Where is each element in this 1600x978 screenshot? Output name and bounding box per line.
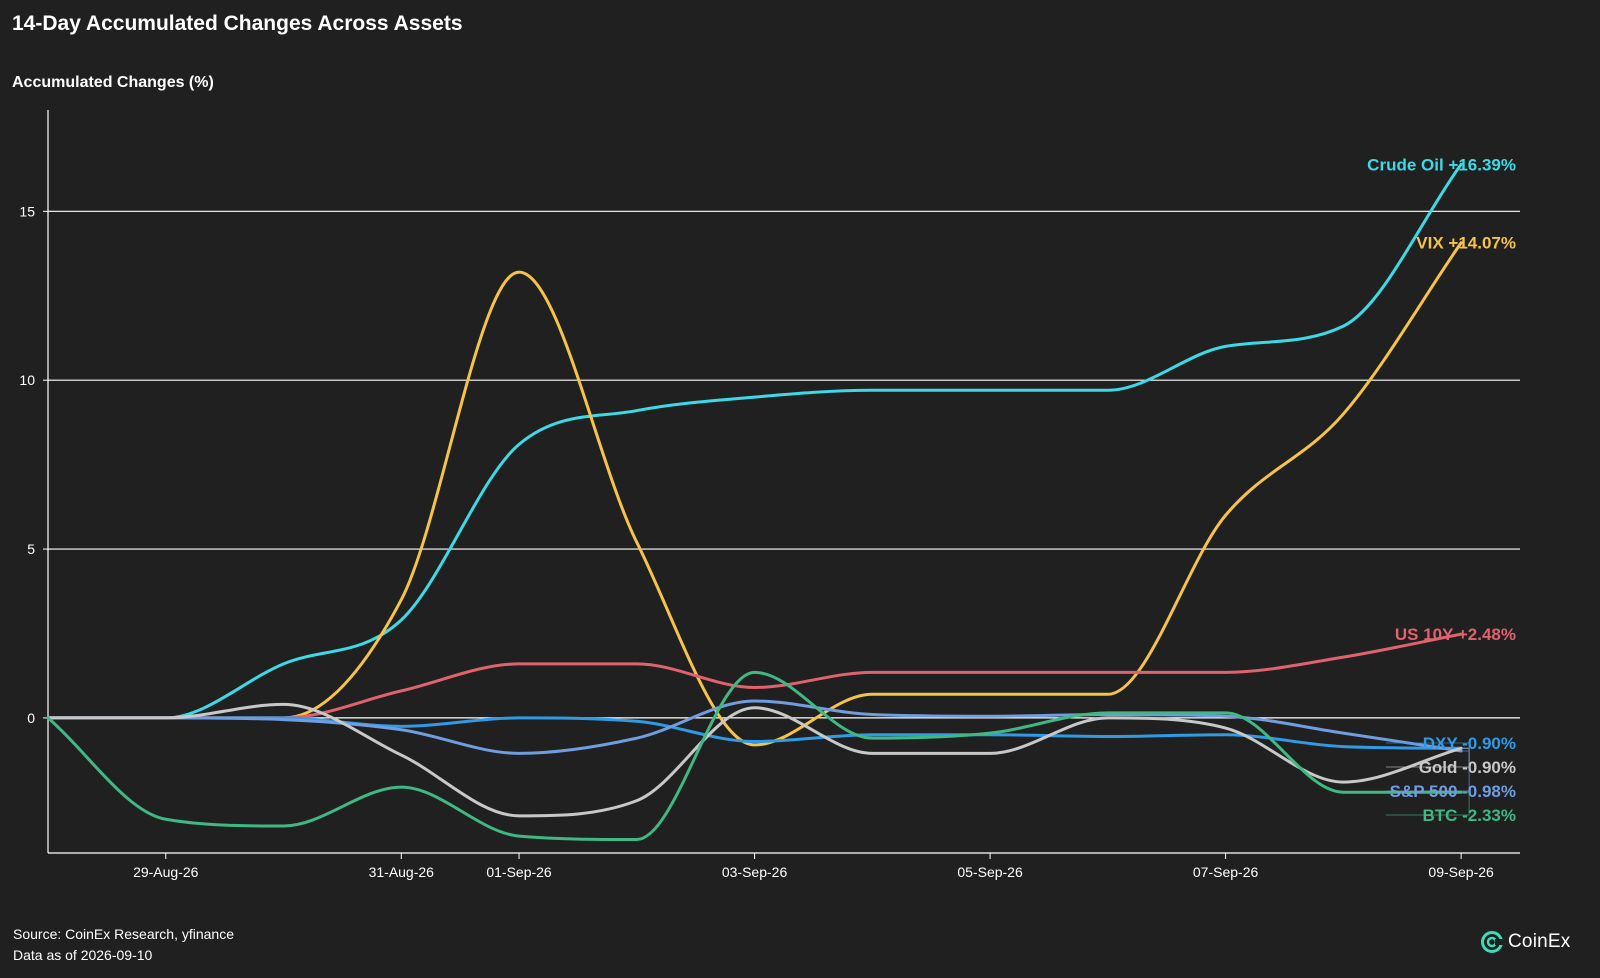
series-label-us-10y: US 10Y +2.48% xyxy=(1395,625,1516,644)
y-axis-label: Accumulated Changes (%) xyxy=(12,74,214,91)
series-line-vix xyxy=(46,241,1463,747)
brand-name: CoinEx xyxy=(1508,931,1571,952)
chart-title: 14-Day Accumulated Changes Across Assets xyxy=(12,12,463,35)
x-tick-label-4: 05-Sep-26 xyxy=(957,864,1023,880)
source-text: Source: CoinEx Research, yfinance xyxy=(13,926,234,942)
y-tick-label-0: 0 xyxy=(27,710,35,726)
series-lines xyxy=(46,162,1463,841)
coinex-logo-icon xyxy=(1481,931,1504,953)
x-tick-label-6: 09-Sep-26 xyxy=(1428,864,1494,880)
x-tick-label-3: 03-Sep-26 xyxy=(722,864,788,880)
series-line-btc xyxy=(46,670,1463,841)
x-tick-label-5: 07-Sep-26 xyxy=(1193,864,1259,880)
series-label-crude-oil: Crude Oil +16.39% xyxy=(1367,155,1516,174)
series-line-gold xyxy=(46,702,1463,818)
x-tick-label-0: 29-Aug-26 xyxy=(133,864,199,880)
grid-lines xyxy=(48,210,1520,719)
x-tick-label-2: 01-Sep-26 xyxy=(486,864,552,880)
tick-labels: 0 5 10 15 29-Aug-26 31-Aug-26 01-Sep-26 03-Sep-… xyxy=(19,203,1494,880)
series-line-s-p-500 xyxy=(46,699,1463,755)
series-end-labels: Crude Oil +16.39% VIX +14.07% US 10Y +2.48… xyxy=(1367,155,1516,825)
brand-logo: CoinEx xyxy=(1480,930,1570,954)
y-tick-label-15: 15 xyxy=(19,203,35,219)
series-label-s-p-500: S&P 500 -0.98% xyxy=(1390,782,1516,801)
series-label-vix: VIX +14.07% xyxy=(1416,234,1516,253)
y-tick-label-10: 10 xyxy=(19,372,35,388)
label-connector-btc xyxy=(1386,791,1470,816)
y-tick-label-5: 5 xyxy=(27,541,35,557)
label-connector-s-p-500 xyxy=(1386,750,1470,792)
series-label-gold: Gold -0.90% xyxy=(1419,758,1516,777)
axes xyxy=(43,110,1520,859)
series-label-btc: BTC -2.33% xyxy=(1422,806,1516,825)
source-note: Source: CoinEx Research, yfinance Data a… xyxy=(13,924,234,966)
series-line-dxy xyxy=(46,716,1463,750)
x-tick-label-1: 31-Aug-26 xyxy=(369,864,435,880)
series-label-dxy: DXY -0.90% xyxy=(1423,734,1516,753)
data-date-text: Data as of 2026-09-10 xyxy=(13,947,153,963)
series-line-crude-oil xyxy=(46,162,1463,720)
